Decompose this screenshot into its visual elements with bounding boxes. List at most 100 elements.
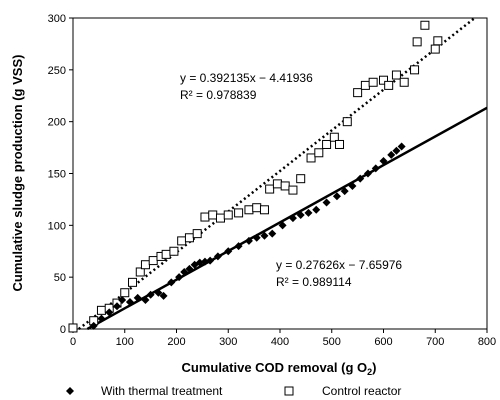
trendline-r2-control: R² = 0.978839 [180, 88, 257, 102]
data-point-thermal [97, 314, 106, 323]
data-point-control [259, 205, 269, 215]
data-point-thermal [244, 236, 253, 245]
data-point-thermal [288, 214, 297, 223]
data-point-thermal [118, 295, 127, 304]
data-point-control [322, 139, 332, 149]
data-point-control [335, 139, 345, 149]
data-point-control [68, 323, 78, 333]
x-tick-label: 100 [116, 336, 134, 348]
data-point-thermal [180, 267, 189, 276]
data-point-control [420, 20, 430, 30]
data-point-control [169, 246, 179, 256]
data-point-thermal [185, 264, 194, 273]
y-tick-label: 50 [54, 272, 66, 284]
data-point-control [368, 77, 378, 87]
data-point-thermal [379, 157, 388, 166]
data-point-thermal [141, 295, 150, 304]
data-point-thermal [206, 256, 215, 265]
data-point-thermal [175, 273, 184, 282]
data-point-control [329, 132, 339, 142]
data-point-control [223, 210, 233, 220]
data-point-control [430, 44, 440, 54]
x-tick-label: 800 [478, 336, 496, 348]
data-point-control [177, 236, 187, 246]
data-point-thermal [340, 187, 349, 196]
data-point-control [399, 77, 409, 87]
data-point-thermal [105, 308, 114, 317]
data-point-control [128, 277, 138, 287]
data-point-control [412, 37, 422, 47]
trendline-equation-control: y = 0.392135x − 4.41936 [180, 71, 313, 85]
data-point-thermal [146, 290, 155, 299]
data-point-control [161, 249, 171, 259]
y-tick-label: 100 [48, 220, 66, 232]
data-point-thermal [392, 146, 401, 155]
data-point-thermal [89, 321, 98, 330]
data-point-thermal [322, 198, 331, 207]
data-point-control [244, 205, 254, 215]
data-point-thermal [154, 288, 163, 297]
x-tick-label: 400 [271, 336, 289, 348]
data-point-control [135, 267, 145, 277]
x-axis-ticks: 0 100 200 300 400 500 600 700 800 [70, 329, 496, 348]
data-point-thermal [200, 257, 209, 266]
legend-marker-thermal [66, 387, 74, 395]
data-point-thermal [268, 229, 277, 238]
trendline-equation-thermal: y = 0.27626x − 7.65976 [276, 258, 402, 272]
x-tick-label: 300 [219, 336, 237, 348]
data-point-thermal [397, 142, 406, 151]
data-point-control [280, 181, 290, 191]
trendline-r2-thermal: R² = 0.989114 [276, 275, 352, 289]
data-point-control [208, 210, 218, 220]
data-point-control [192, 229, 202, 239]
data-point-control [391, 70, 401, 80]
data-point-thermal [213, 252, 222, 261]
data-point-control [252, 203, 262, 213]
trendlines [78, 17, 488, 331]
data-point-thermal [234, 242, 243, 251]
data-point-thermal [371, 164, 380, 173]
legend-label-thermal: With thermal treatment [101, 384, 223, 398]
data-point-thermal [312, 205, 321, 214]
series-layer [68, 20, 443, 333]
data-point-control [148, 256, 158, 266]
data-point-control [410, 65, 420, 75]
y-tick-label: 300 [48, 13, 66, 25]
y-tick-label: 250 [48, 65, 66, 77]
y-tick-label: 0 [60, 324, 66, 336]
data-point-thermal [260, 231, 269, 240]
data-point-control [96, 305, 106, 315]
data-point-control [384, 80, 394, 90]
data-point-control [288, 185, 298, 195]
legend-label-control: Control reactor [322, 384, 401, 398]
data-point-control [379, 75, 388, 85]
y-tick-label: 200 [48, 117, 66, 129]
data-point-control [234, 208, 244, 218]
x-tick-label: 200 [167, 336, 185, 348]
x-tick-label: 700 [426, 336, 444, 348]
data-point-control [200, 212, 210, 222]
x-tick-label: 600 [374, 336, 392, 348]
data-point-control [296, 174, 306, 184]
data-point-control [360, 80, 370, 90]
data-point-thermal [252, 233, 261, 242]
y-axis-title: Cumulative sludge production (g VSS) [10, 55, 25, 292]
trendline-thermal [86, 106, 488, 331]
data-point-thermal [224, 247, 233, 256]
y-axis-ticks: 0 50 100 150 200 250 300 [48, 13, 73, 336]
x-tick-label: 500 [323, 336, 341, 348]
data-point-control [306, 153, 316, 163]
data-point-control [265, 184, 275, 194]
data-point-control [120, 288, 130, 298]
data-point-thermal [363, 169, 372, 178]
trendline-control [78, 17, 476, 330]
data-point-thermal [159, 291, 168, 300]
data-point-thermal [278, 221, 287, 230]
data-point-thermal [133, 293, 142, 302]
data-point-thermal [332, 192, 341, 201]
data-point-control [184, 233, 194, 243]
data-point-control [342, 117, 352, 127]
data-point-control [215, 213, 225, 223]
data-point-thermal [125, 298, 134, 307]
